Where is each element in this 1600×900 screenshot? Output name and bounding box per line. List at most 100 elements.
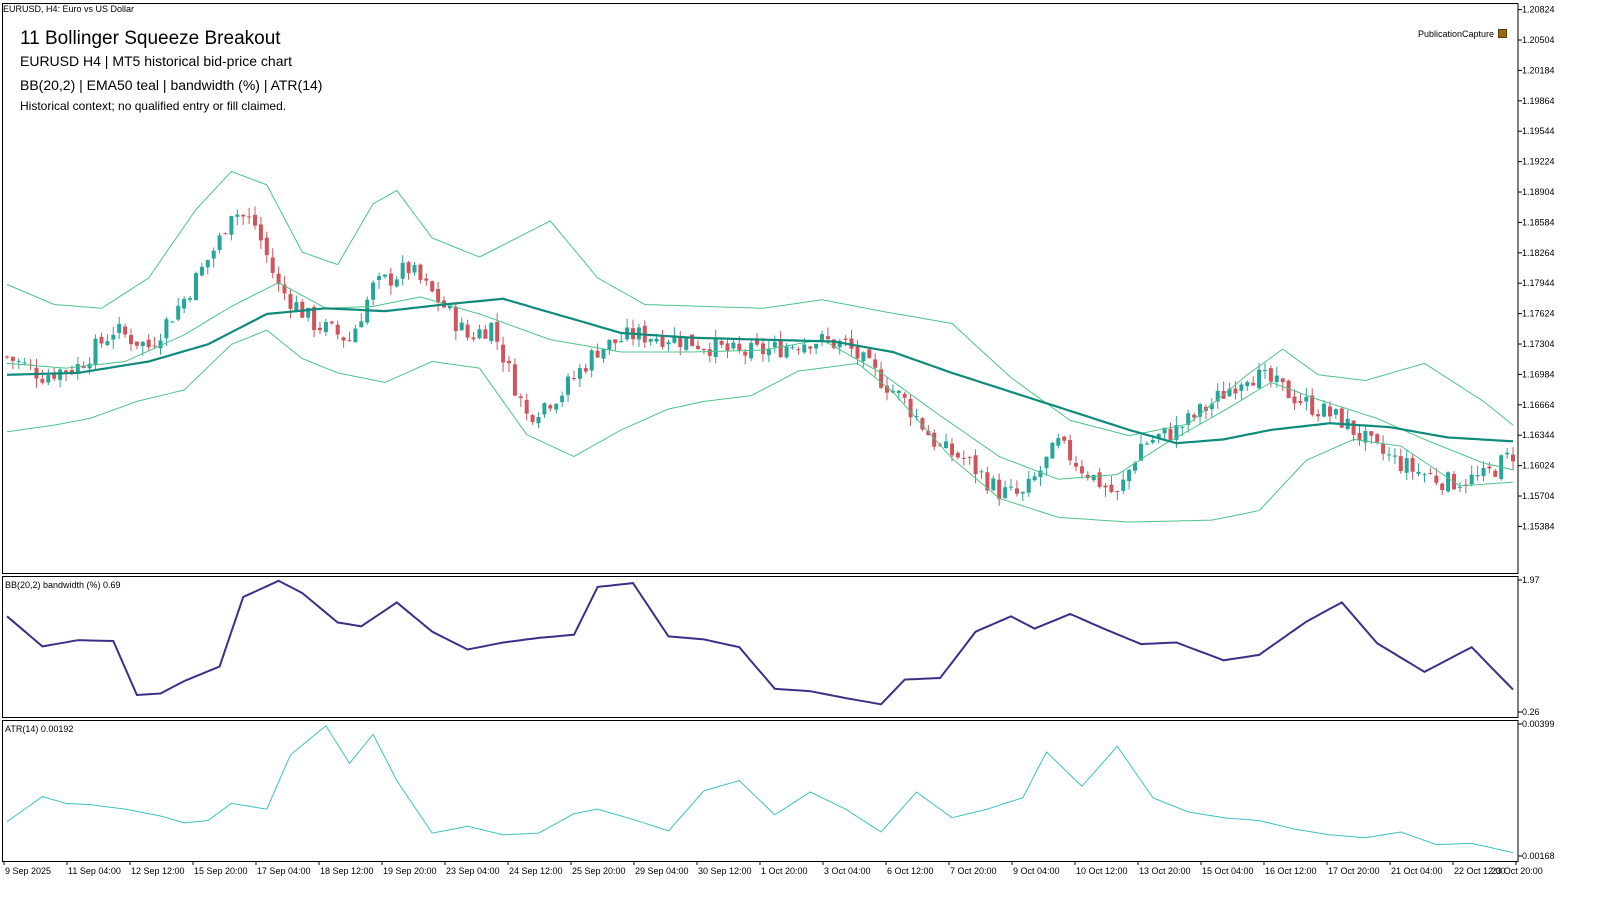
- candle-bear: [719, 340, 724, 345]
- candle-bear: [501, 344, 506, 363]
- candle-bear: [270, 257, 275, 273]
- candle-bear: [1079, 466, 1084, 474]
- candle-bear: [1511, 454, 1515, 462]
- time-tick-label: 1 Oct 20:00: [761, 866, 808, 876]
- candle-bear: [1097, 472, 1102, 487]
- candle-bull: [814, 344, 819, 349]
- candle-bull: [772, 342, 777, 348]
- candle-bull: [75, 364, 80, 374]
- price-tick-label: 1.16664: [1522, 400, 1555, 410]
- candle-bull: [1156, 434, 1161, 438]
- candle-bear: [64, 370, 68, 373]
- candle-bull: [1121, 479, 1126, 491]
- candle-bull: [1446, 472, 1451, 492]
- candle-bull: [170, 321, 175, 323]
- candle-bear: [1168, 429, 1173, 440]
- candle-bull: [1481, 468, 1486, 476]
- candle-bull: [766, 348, 771, 356]
- bandwidth-tick-label: 1.97: [1522, 575, 1540, 585]
- candle-bear: [69, 370, 74, 374]
- time-tick-label: 15 Sep 20:00: [194, 866, 248, 876]
- candle-bull: [1227, 388, 1232, 397]
- candle-bear: [583, 368, 588, 372]
- publication-label: PublicationCapture: [1418, 29, 1495, 39]
- candle-bull: [383, 274, 387, 277]
- candle-bear: [507, 361, 511, 364]
- candle-bull: [1239, 384, 1244, 391]
- candle-bull: [654, 338, 659, 342]
- candle-bull: [158, 340, 163, 349]
- candle-bull: [1475, 475, 1480, 477]
- candle-bear: [430, 281, 435, 292]
- atr-line: [6, 724, 1514, 854]
- candle-bull: [1505, 452, 1510, 455]
- candle-bull: [447, 305, 452, 309]
- candle-bear: [40, 378, 45, 383]
- candle-bear: [707, 349, 712, 356]
- candle-bear: [264, 237, 269, 256]
- bollinger-lower-band: [6, 329, 1514, 523]
- candle-bull: [1215, 390, 1220, 402]
- candle-bull: [1133, 463, 1137, 471]
- candle-bull: [1032, 476, 1037, 481]
- candle-bull: [1009, 486, 1013, 488]
- publication-capture[interactable]: PublicationCapture: [1418, 29, 1508, 39]
- candle-bull: [87, 363, 92, 369]
- candle-bear: [424, 278, 429, 281]
- time-tick-label: 19 Sep 20:00: [383, 866, 437, 876]
- candle-bull: [1050, 442, 1055, 459]
- candle-bear: [247, 216, 252, 218]
- candle-bull: [1026, 478, 1031, 493]
- candle-bear: [932, 432, 937, 447]
- candle-bull: [1392, 455, 1397, 457]
- candle-bull: [1469, 474, 1474, 485]
- candle-bear: [1410, 457, 1415, 472]
- bandwidth-line: [6, 579, 1514, 706]
- candle-bear: [1192, 414, 1197, 418]
- candle-bull: [58, 369, 63, 380]
- time-tick-label: 16 Oct 12:00: [1265, 866, 1317, 876]
- candle-bear: [595, 350, 600, 358]
- candle-bear: [973, 455, 978, 475]
- candle-bear: [223, 233, 228, 235]
- price-tick-label: 1.19864: [1522, 96, 1555, 106]
- candle-bull: [182, 298, 187, 309]
- candle-bear: [530, 415, 535, 422]
- candle-bull: [1363, 431, 1368, 443]
- atr-panel-label: ATR(14) 0.00192: [5, 724, 74, 734]
- time-tick-label: 22 Oct 12:00: [1454, 866, 1506, 876]
- candle-bear: [276, 273, 281, 285]
- candle-bear: [388, 273, 393, 286]
- candle-bear: [1292, 396, 1297, 404]
- candle-bull: [211, 250, 216, 259]
- candle-bear: [1268, 368, 1273, 382]
- price-tick-label: 1.20184: [1522, 65, 1555, 75]
- candle-bear: [737, 343, 742, 351]
- candle-bear: [1316, 414, 1321, 417]
- candle-bull: [542, 403, 547, 415]
- candle-bull: [1186, 413, 1191, 425]
- candle-bear: [81, 365, 86, 368]
- candle-bear: [1109, 484, 1114, 493]
- candle-bear: [436, 289, 441, 303]
- price-panel-frame: [2, 3, 1519, 574]
- candle-bull: [371, 282, 376, 300]
- time-tick-label: 17 Oct 20:00: [1328, 866, 1380, 876]
- candle-bull: [93, 338, 98, 365]
- candle-bear: [1068, 440, 1073, 461]
- candle-bull: [1198, 404, 1202, 417]
- candle-bear: [1487, 466, 1492, 469]
- candle-bear: [879, 369, 884, 388]
- candle-bull: [666, 342, 671, 345]
- bollinger-upper-band: [6, 170, 1514, 437]
- price-tick-label: 1.20504: [1522, 35, 1555, 45]
- candle-bull: [1020, 492, 1025, 494]
- candle-bull: [194, 273, 198, 301]
- candle-bull: [46, 375, 51, 383]
- candle-bear: [418, 264, 423, 280]
- candle-bull: [229, 216, 234, 235]
- candle-bear: [831, 339, 836, 349]
- time-tick-label: 21 Oct 04:00: [1391, 866, 1443, 876]
- candle-bull: [536, 417, 541, 424]
